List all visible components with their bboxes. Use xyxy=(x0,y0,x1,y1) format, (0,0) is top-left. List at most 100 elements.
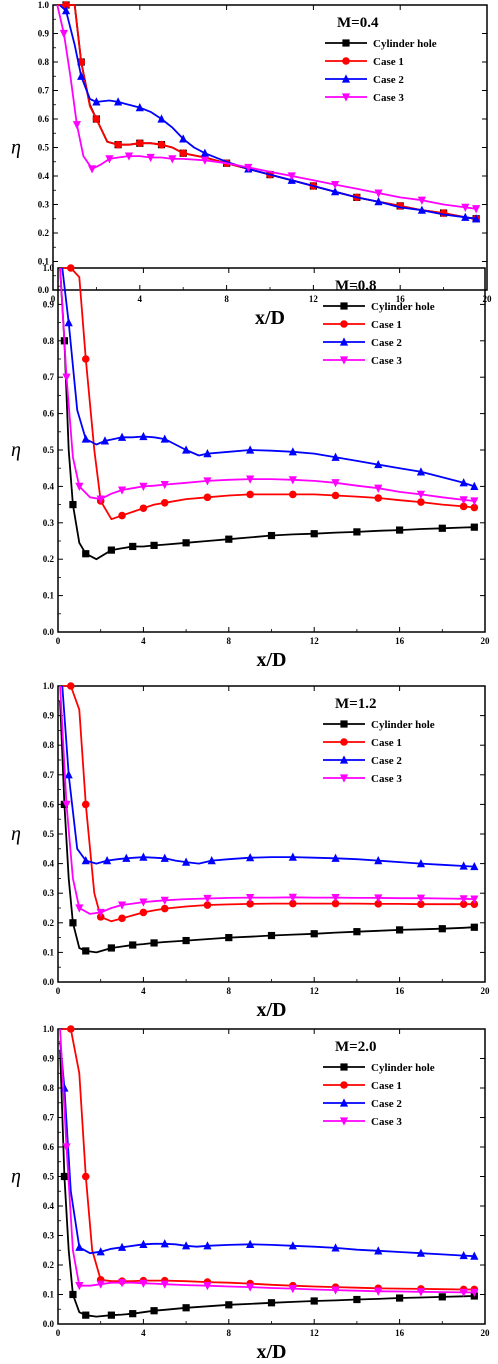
data-point xyxy=(139,431,148,441)
data-point xyxy=(182,539,190,547)
series-case-1 xyxy=(57,1,480,223)
x-tick-label: 16 xyxy=(395,1328,405,1338)
y-tick-label: 0.7 xyxy=(43,372,55,382)
data-point xyxy=(82,1311,90,1319)
chart-panel-4: 0.0 0.1 0.2 0.3 0.4 0.5 0.6 0.7 0.8 0.9 1.0 0 4 8 12 16… xyxy=(11,1024,490,1363)
data-point xyxy=(374,1287,383,1296)
data-point xyxy=(96,908,105,918)
data-point xyxy=(139,898,148,907)
data-point xyxy=(331,479,340,488)
data-point xyxy=(288,1285,297,1294)
data-point xyxy=(267,1299,276,1307)
data-point xyxy=(417,196,426,205)
data-point xyxy=(96,1280,105,1289)
data-point xyxy=(470,497,479,506)
legend-marker xyxy=(341,93,351,102)
data-point xyxy=(288,1241,297,1250)
data-point xyxy=(64,318,73,327)
series-line xyxy=(59,1049,475,1318)
legend-marker xyxy=(339,1117,349,1126)
y-tick-label: 0.8 xyxy=(43,1083,55,1093)
series-case-3 xyxy=(59,267,479,506)
data-point xyxy=(118,914,126,923)
data-point xyxy=(81,355,90,363)
y-tick-label: 0.8 xyxy=(43,740,55,750)
data-point xyxy=(459,900,468,908)
data-point xyxy=(416,1248,426,1257)
data-point xyxy=(246,490,254,499)
legend-marker xyxy=(339,1098,349,1107)
data-point xyxy=(470,1288,479,1298)
data-point xyxy=(96,495,105,504)
data-point xyxy=(416,859,426,868)
data-point xyxy=(117,432,127,441)
data-point xyxy=(203,477,212,486)
y-tick-label: 0.8 xyxy=(43,336,55,346)
x-tick-label: 16 xyxy=(395,636,405,646)
data-point xyxy=(179,134,188,143)
data-point xyxy=(60,1172,69,1181)
panel-title: M=2.0 xyxy=(335,1039,376,1055)
data-point xyxy=(139,852,148,861)
panel-title: M=0.8 xyxy=(335,278,376,294)
data-point xyxy=(129,542,137,551)
data-point xyxy=(117,1279,127,1288)
x-tick-label: 8 xyxy=(227,1328,232,1338)
data-point xyxy=(353,1295,361,1304)
y-tick-label: 0.1 xyxy=(43,1290,55,1300)
y-tick-label: 0.9 xyxy=(43,711,55,721)
data-point xyxy=(287,172,296,181)
data-point xyxy=(62,1143,71,1152)
x-tick-label: 4 xyxy=(141,1328,146,1338)
y-tick-label: 0.3 xyxy=(38,200,50,210)
legend-label: Cylinder hole xyxy=(371,301,435,313)
y-tick-label: 0.1 xyxy=(38,257,50,267)
data-point xyxy=(331,853,340,862)
data-point xyxy=(92,115,101,123)
series-line xyxy=(59,267,475,561)
data-point xyxy=(72,121,81,130)
y-tick-label: 0.4 xyxy=(43,859,55,869)
data-point xyxy=(288,893,297,902)
chart-panel-1: 0.0 0.1 0.2 0.3 0.4 0.5 0.6 0.7 0.8 0.9 1.0 0 4 8 12 16… xyxy=(11,0,492,329)
data-point xyxy=(81,434,90,443)
data-point xyxy=(69,501,77,509)
series-line xyxy=(56,4,477,210)
data-point xyxy=(459,478,468,487)
data-point xyxy=(157,140,166,149)
data-point xyxy=(331,452,340,461)
data-point xyxy=(470,503,479,512)
data-point xyxy=(129,1310,137,1318)
x-tick-label: 8 xyxy=(224,294,229,304)
data-point xyxy=(59,29,68,39)
y-tick-label: 0.3 xyxy=(43,518,55,528)
x-tick-label: 0 xyxy=(51,294,56,304)
data-point xyxy=(117,1242,127,1251)
series-case-2 xyxy=(58,4,481,223)
y-axis-title: η xyxy=(11,823,21,845)
y-tick-label: 0.6 xyxy=(43,1142,55,1152)
data-point xyxy=(69,919,77,927)
data-point xyxy=(179,149,187,157)
data-point xyxy=(374,494,383,502)
data-point xyxy=(82,550,90,558)
data-point xyxy=(416,490,426,500)
data-point xyxy=(75,1282,84,1291)
y-tick-label: 0.2 xyxy=(38,228,50,238)
series-case-1 xyxy=(62,264,479,521)
legend-label: Case 2 xyxy=(373,74,404,86)
y-tick-label: 1.0 xyxy=(43,263,55,273)
data-point xyxy=(69,1290,77,1299)
data-point xyxy=(139,482,148,491)
y-tick-label: 0.1 xyxy=(43,591,55,601)
data-point xyxy=(374,894,383,903)
data-point xyxy=(438,524,446,532)
y-tick-label: 0.7 xyxy=(38,86,50,96)
data-point xyxy=(246,900,254,908)
data-point xyxy=(267,531,276,540)
data-point xyxy=(470,900,479,908)
data-point xyxy=(77,71,86,80)
data-point xyxy=(331,1243,340,1252)
data-point xyxy=(288,476,297,485)
